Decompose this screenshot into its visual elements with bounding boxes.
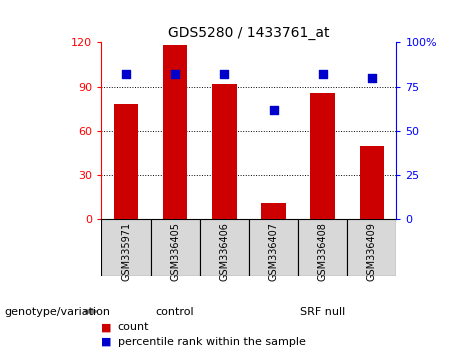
Bar	[360, 146, 384, 219]
Text: GSM336405: GSM336405	[170, 222, 180, 281]
Point	[319, 72, 326, 77]
Bar	[249, 219, 298, 276]
Bar	[261, 203, 286, 219]
Point	[221, 72, 228, 77]
Text: ■: ■	[101, 322, 112, 332]
Text: control: control	[156, 307, 195, 316]
Bar	[212, 84, 236, 219]
Text: percentile rank within the sample: percentile rank within the sample	[118, 337, 306, 347]
Bar	[200, 219, 249, 276]
Text: genotype/variation: genotype/variation	[5, 307, 111, 316]
Bar	[310, 93, 335, 219]
Bar	[298, 219, 347, 276]
Bar	[347, 219, 396, 276]
Point	[122, 72, 130, 77]
Point	[270, 107, 277, 113]
Text: GSM336406: GSM336406	[219, 222, 230, 281]
Title: GDS5280 / 1433761_at: GDS5280 / 1433761_at	[168, 26, 330, 40]
Bar	[101, 219, 151, 276]
Text: GSM336408: GSM336408	[318, 222, 328, 281]
Bar	[163, 45, 188, 219]
Bar	[151, 219, 200, 276]
Bar	[114, 104, 138, 219]
Point	[368, 75, 376, 81]
Text: count: count	[118, 322, 149, 332]
Text: GSM336409: GSM336409	[367, 222, 377, 281]
Text: ■: ■	[101, 337, 112, 347]
Text: GSM335971: GSM335971	[121, 222, 131, 281]
Point	[171, 72, 179, 77]
Text: GSM336407: GSM336407	[268, 222, 278, 281]
Text: SRF null: SRF null	[300, 307, 345, 316]
